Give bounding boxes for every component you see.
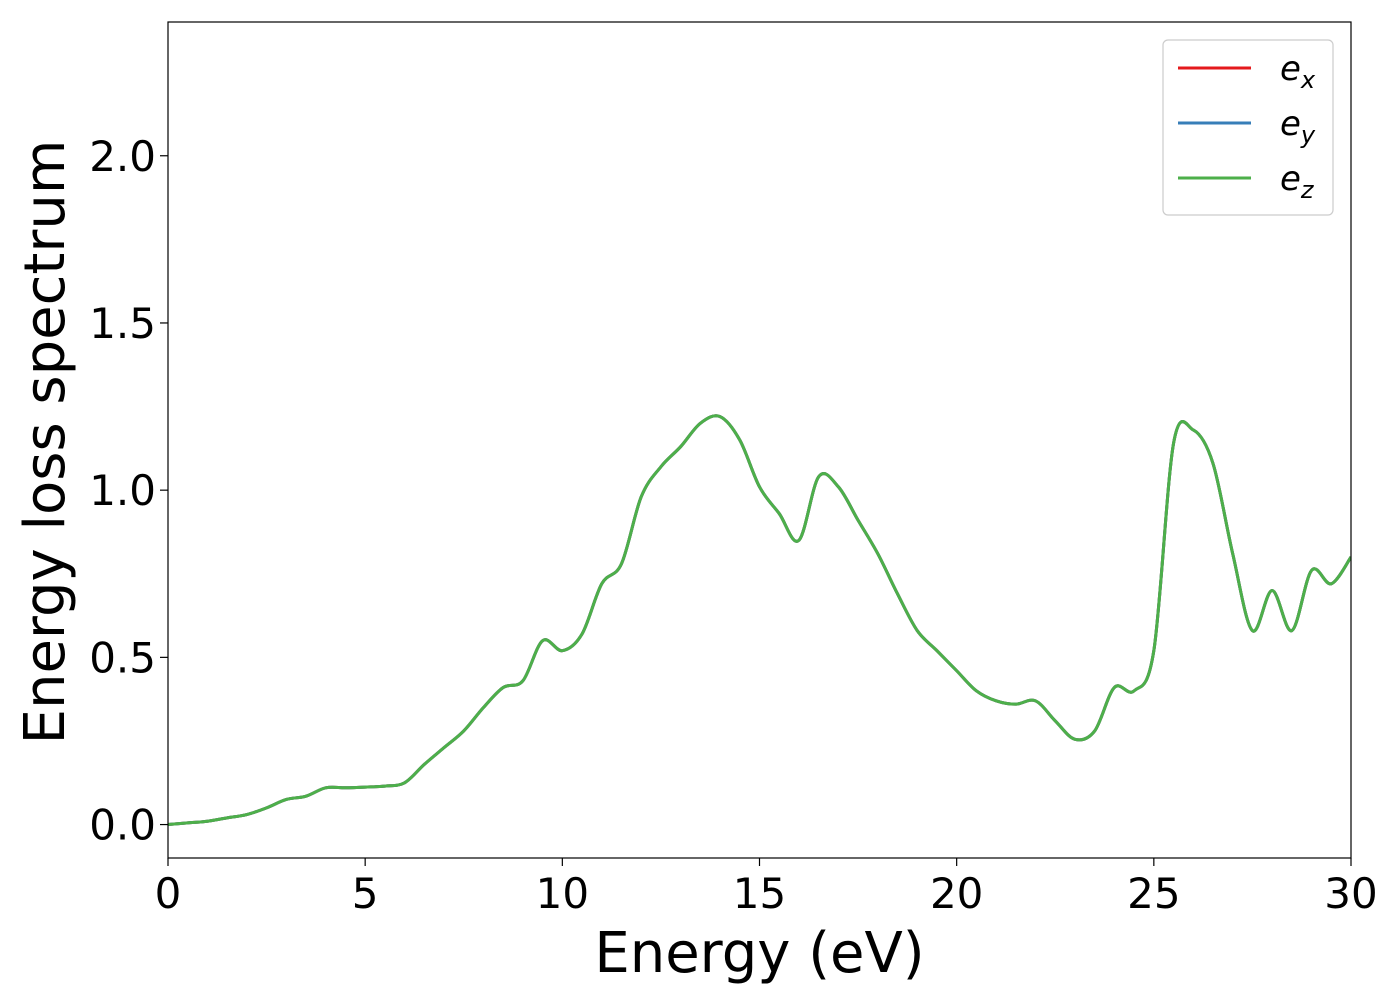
series-line-y	[168, 414, 1351, 827]
x-tick-label: 25	[1127, 869, 1180, 918]
y-tick-label: 2.0	[89, 132, 156, 181]
x-tick-label: 20	[930, 869, 983, 918]
legend-label-y: ey	[1280, 104, 1316, 149]
legend-box	[1162, 39, 1334, 216]
x-tick-label: 15	[733, 869, 786, 918]
y-axis-title: Energy loss spectrum	[13, 140, 78, 745]
legend-label-z: ez	[1280, 159, 1315, 204]
x-tick-label: 0	[155, 869, 182, 918]
series-line-x	[168, 414, 1351, 827]
x-axis-title: Energy (eV)	[594, 921, 924, 986]
y-tick-label: 0.5	[89, 633, 156, 682]
y-tick-label: 1.0	[89, 466, 156, 515]
x-tick-label: 10	[536, 869, 589, 918]
y-tick-label: 0.0	[89, 801, 156, 850]
y-tick-label: 1.5	[89, 299, 156, 348]
x-tick-label: 30	[1324, 869, 1377, 918]
series-line-z	[168, 414, 1351, 827]
plot-area	[168, 414, 1351, 827]
legend: ex ey ez	[1162, 39, 1334, 216]
x-tick-label: 5	[352, 869, 379, 918]
legend-label-x: ex	[1280, 49, 1316, 94]
axes: 0 5 10 15 20 25 30 0.0 0.5 1.0 1.5 2.0 Energy (eV) En…	[13, 21, 1378, 986]
